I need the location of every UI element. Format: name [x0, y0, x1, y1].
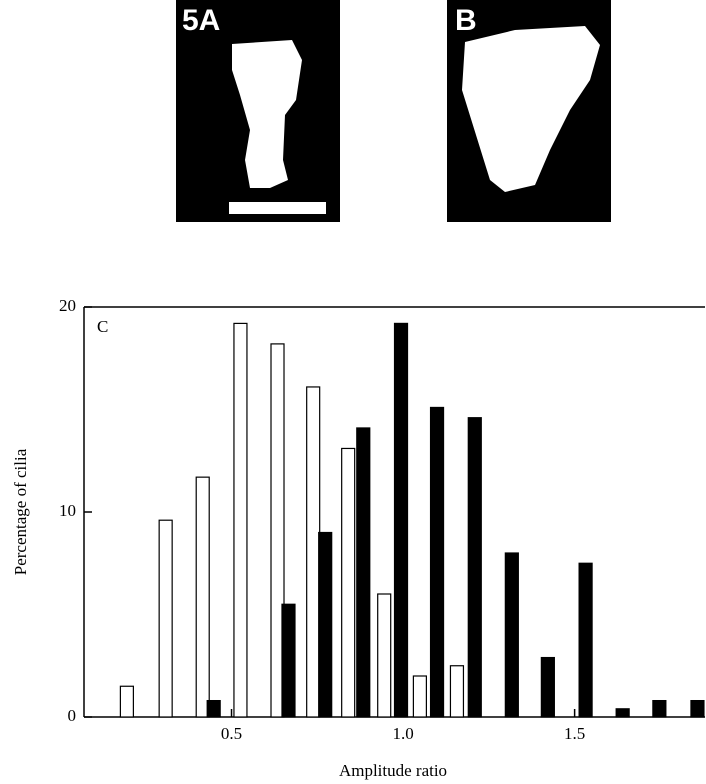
y-axis-label: Percentage of cilia — [11, 448, 30, 575]
scale-bar — [229, 202, 326, 214]
x-axis-label: Amplitude ratio — [339, 761, 447, 780]
cell-shape — [232, 40, 302, 188]
bar — [270, 343, 285, 718]
bar — [690, 699, 705, 718]
bar — [318, 531, 333, 718]
bar — [281, 603, 296, 718]
bar — [449, 665, 465, 718]
x-tick-label: 1.0 — [392, 724, 413, 743]
bar — [578, 562, 593, 718]
x-tick-label: 1.5 — [564, 724, 585, 743]
micrograph-a: 5A — [176, 0, 340, 222]
micrograph-b: B — [447, 0, 611, 222]
cell-shape — [462, 26, 600, 192]
bar — [540, 656, 555, 718]
bar — [652, 699, 667, 718]
y-tick-label: 0 — [68, 706, 77, 725]
bar — [429, 406, 445, 718]
bar — [119, 685, 134, 718]
bar — [377, 593, 392, 718]
bar — [306, 386, 321, 718]
bar — [341, 447, 356, 718]
bar — [504, 552, 519, 718]
bar — [412, 675, 427, 718]
bar — [233, 322, 248, 718]
panel-label: C — [97, 317, 108, 336]
bar — [158, 519, 173, 718]
bar — [615, 708, 630, 718]
bar — [195, 476, 210, 718]
panel-label: B — [455, 4, 477, 37]
bar — [356, 427, 371, 718]
x-tick-label: 0.5 — [221, 724, 242, 743]
bar — [206, 699, 221, 718]
y-tick-label: 20 — [59, 296, 76, 315]
panel-label: 5A — [182, 4, 220, 37]
bar — [393, 322, 409, 718]
bar — [467, 417, 482, 718]
y-tick-label: 10 — [59, 501, 76, 520]
